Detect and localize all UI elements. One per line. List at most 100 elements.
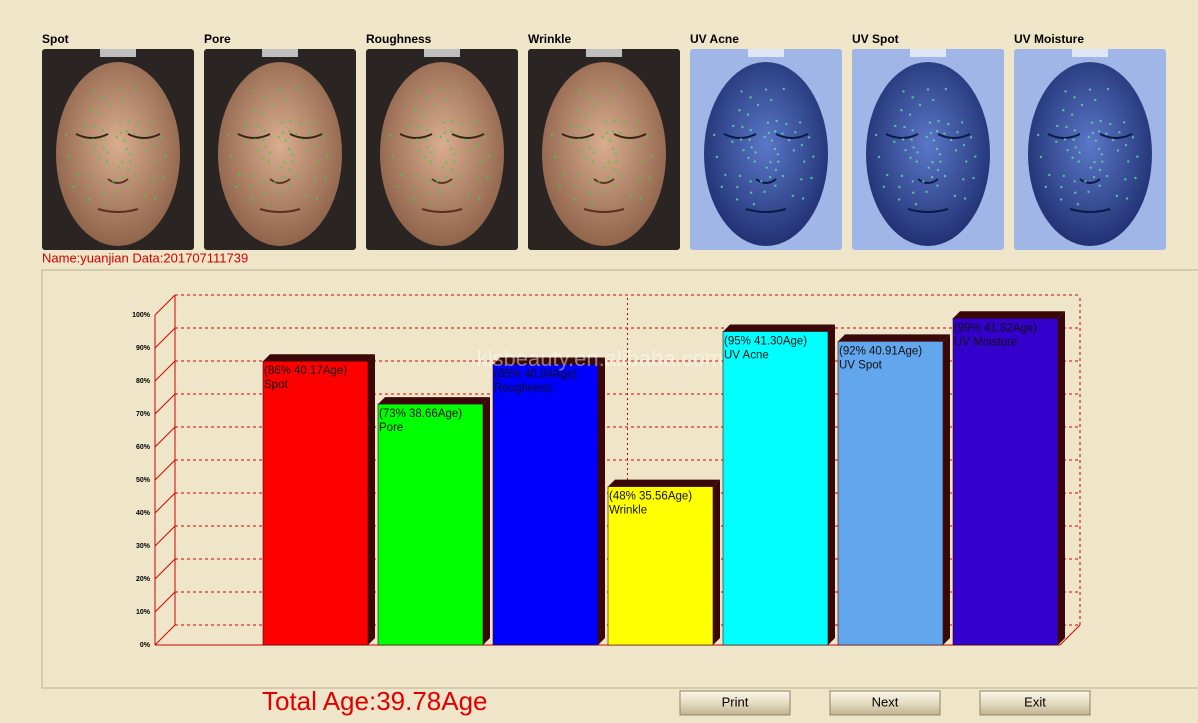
- overlay-dot: [1093, 161, 1096, 164]
- overlay-dot: [144, 149, 148, 152]
- overlay-dot: [736, 185, 739, 189]
- bar: [492, 364, 599, 646]
- overlay-dot: [1090, 121, 1094, 124]
- overlay-dot: [591, 160, 594, 163]
- overlay-dot: [164, 155, 167, 158]
- eye: [723, 133, 757, 139]
- button[interactable]: Next: [829, 690, 941, 716]
- overlay-dot: [326, 155, 329, 158]
- overlay-dot: [763, 135, 766, 139]
- overlay-dot: [152, 143, 156, 147]
- face: [542, 62, 666, 246]
- overlay-dot: [400, 173, 403, 177]
- overlay-dot: [451, 119, 454, 123]
- overlay-dot: [1091, 131, 1095, 135]
- overlay-dot: [585, 156, 588, 160]
- button-label[interactable]: Next: [872, 694, 899, 709]
- eye: [775, 133, 809, 139]
- face: [56, 62, 180, 246]
- button-face[interactable]: [979, 690, 1091, 716]
- overlay-dot: [1073, 129, 1076, 132]
- overlay-dot: [787, 138, 791, 142]
- overlay-dot: [128, 153, 132, 156]
- overlay-dot: [449, 147, 453, 151]
- overlay-dot: [925, 190, 928, 194]
- overlay-dot: [916, 151, 919, 154]
- overlay-dot: [162, 176, 165, 180]
- overlay-dot: [570, 124, 573, 128]
- overlay-dot: [133, 132, 136, 135]
- overlay-dot: [115, 135, 118, 139]
- y-tick-label: 70%: [136, 411, 151, 418]
- overlay-dot: [874, 133, 878, 137]
- overlay-dot: [929, 131, 933, 135]
- overlay-dot: [777, 160, 780, 163]
- overlay-dot: [731, 140, 734, 143]
- overlay-dot: [1125, 197, 1129, 200]
- overlay-dot: [803, 160, 806, 163]
- overlay-dot: [930, 175, 934, 179]
- bar: [722, 331, 829, 646]
- overlay-dot: [287, 147, 291, 151]
- overlay-dot: [615, 160, 618, 163]
- overlay-dot: [965, 160, 968, 163]
- overlay-dot: [773, 147, 777, 151]
- overlay-dot: [122, 139, 125, 142]
- overlay-dot: [936, 184, 939, 187]
- panel-label: Pore: [204, 32, 231, 46]
- overlay-dot: [963, 197, 967, 200]
- overlay-dot: [314, 143, 318, 147]
- overlay-dot: [253, 138, 257, 141]
- face-image: [204, 49, 356, 250]
- overlay-dot: [766, 121, 770, 124]
- bar: [377, 403, 484, 646]
- overlay-dot: [1124, 143, 1128, 147]
- overlay-dot: [296, 87, 300, 91]
- mouth: [745, 208, 787, 213]
- overlay-dot: [1109, 122, 1112, 126]
- button-label[interactable]: Exit: [1024, 694, 1046, 709]
- overlay-dot: [90, 174, 94, 178]
- face-image: [1014, 49, 1166, 250]
- overlay-dot: [754, 151, 757, 154]
- overlay-dot: [263, 129, 266, 132]
- overlay-dot: [550, 133, 554, 137]
- overlay-dot: [893, 140, 896, 143]
- overlay-dot: [112, 180, 115, 183]
- overlay-dot: [908, 113, 912, 116]
- button-face[interactable]: [679, 690, 791, 716]
- overlay-dot: [312, 121, 316, 124]
- overlay-dot: [770, 98, 773, 102]
- overlay-dot: [295, 132, 298, 135]
- overlay-dot: [764, 88, 768, 91]
- button[interactable]: Exit: [979, 690, 1091, 716]
- overlay-dot: [150, 121, 154, 124]
- overlay-dot: [587, 191, 591, 194]
- overlay-dot: [137, 122, 140, 126]
- overlay-dot: [430, 151, 433, 154]
- overlay-dot: [939, 160, 942, 163]
- overlay-dot: [756, 103, 760, 107]
- overlay-dot: [486, 176, 489, 180]
- grid-line-wall: [154, 591, 176, 613]
- overlay-dot: [922, 180, 925, 183]
- overlay-dot: [446, 98, 449, 102]
- button-face[interactable]: [829, 690, 941, 716]
- bar-category: UV Spot: [839, 359, 883, 371]
- overlay-dot: [260, 113, 264, 116]
- overlay-dot: [1039, 155, 1043, 159]
- overlay-dot: [1115, 194, 1119, 198]
- nose: [269, 178, 291, 184]
- button-label[interactable]: Print: [722, 694, 749, 709]
- overlay-dot: [477, 197, 481, 200]
- headband: [586, 49, 622, 57]
- value-label: (99% 41.82Age): [954, 322, 1037, 334]
- overlay-dot: [443, 131, 447, 135]
- button[interactable]: Print: [679, 690, 791, 716]
- overlay-dot: [928, 121, 932, 124]
- overlay-dot: [126, 168, 130, 172]
- overlay-dot: [765, 166, 768, 169]
- bar-category: UV Acne: [724, 350, 769, 362]
- bar-top: [378, 397, 490, 405]
- overlay-dot: [411, 198, 415, 201]
